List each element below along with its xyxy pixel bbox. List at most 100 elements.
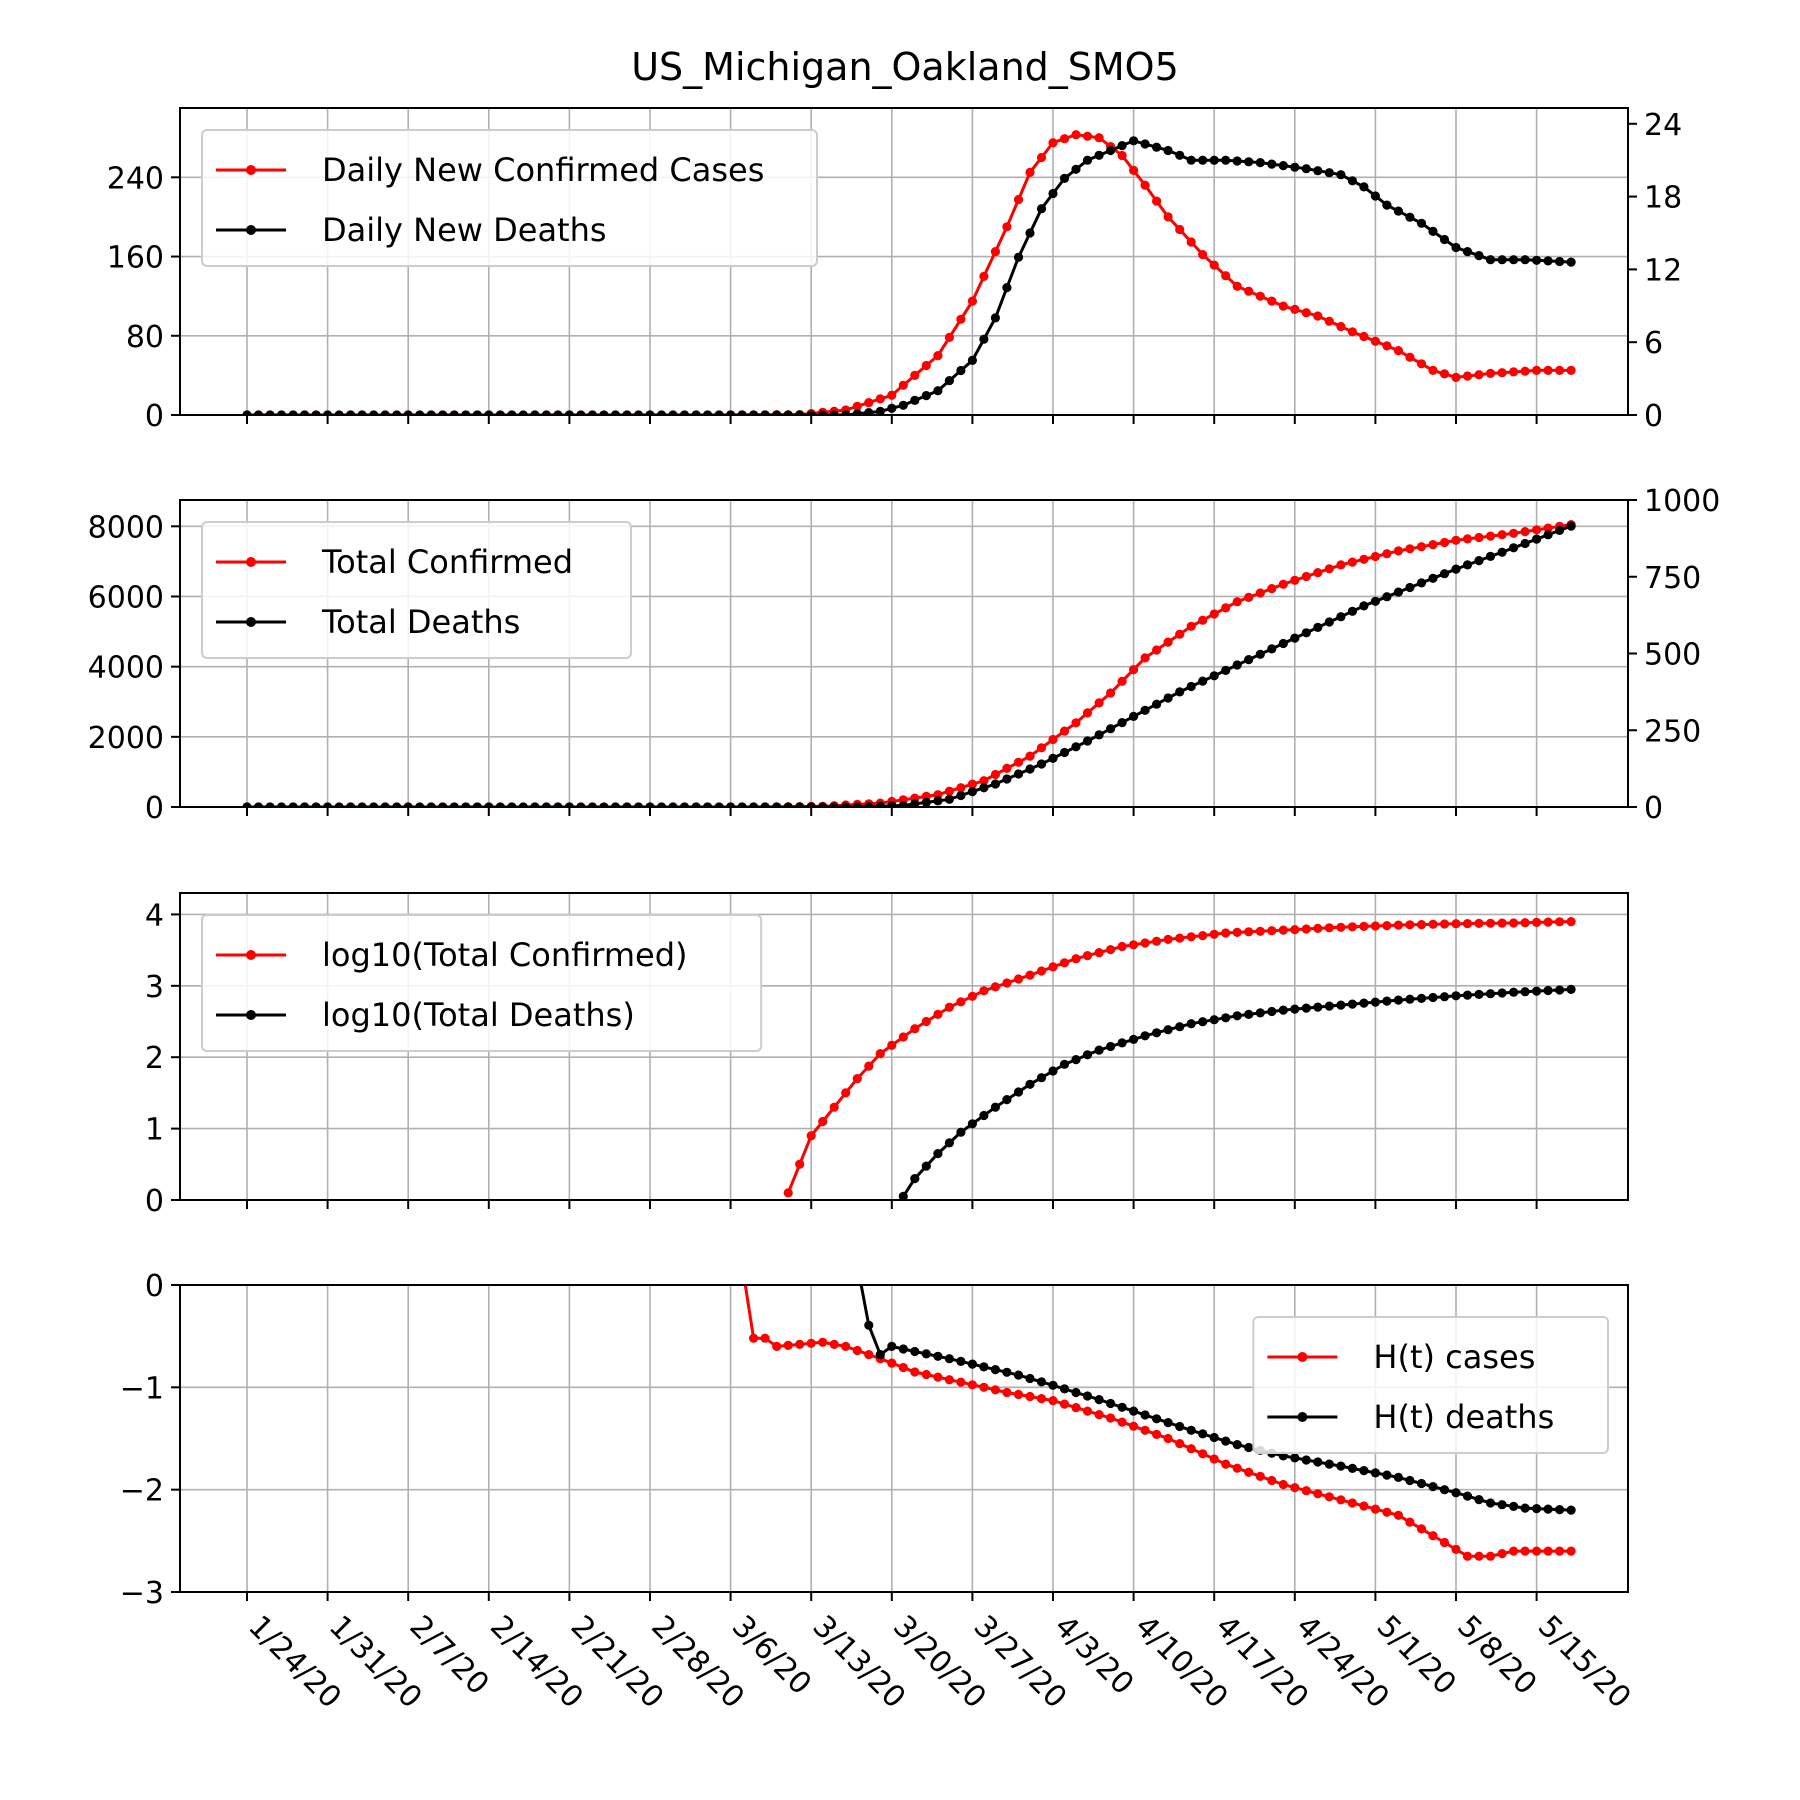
data-point — [1036, 1073, 1047, 1083]
data-point — [1186, 932, 1196, 942]
data-point — [1140, 1410, 1150, 1420]
data-point — [806, 1131, 816, 1141]
data-point — [1094, 133, 1104, 143]
data-point — [979, 1110, 989, 1121]
data-point — [1532, 525, 1542, 535]
data-point — [1082, 1391, 1093, 1401]
data-point — [1175, 687, 1185, 697]
data-point — [1278, 1479, 1288, 1490]
data-point — [783, 410, 793, 415]
data-point — [1532, 986, 1542, 996]
data-point — [898, 1032, 908, 1042]
legend-box — [201, 521, 632, 659]
data-point — [1198, 155, 1208, 165]
data-point — [1209, 1015, 1219, 1025]
data-point — [1290, 162, 1300, 172]
data-point — [1428, 573, 1438, 583]
data-point — [1002, 1387, 1012, 1398]
data-point — [541, 410, 551, 415]
data-point — [1428, 540, 1438, 550]
data-point — [1393, 546, 1403, 556]
data-point — [1416, 218, 1427, 228]
y-right-tick-label: 250 — [1644, 714, 1701, 749]
data-point — [944, 1354, 955, 1364]
data-point — [1036, 966, 1047, 976]
data-point — [760, 802, 770, 807]
y-left-tick-label: 4 — [145, 898, 164, 933]
data-point — [530, 410, 540, 415]
data-point — [1117, 1038, 1127, 1048]
data-point — [990, 1102, 1001, 1112]
data-point — [334, 410, 344, 415]
data-point — [1129, 940, 1139, 950]
data-point — [1336, 922, 1346, 932]
legend-entry: Total Deaths — [321, 603, 520, 641]
data-point — [380, 802, 390, 807]
data-point — [610, 410, 621, 415]
data-point — [1013, 1389, 1024, 1400]
data-point — [1129, 1421, 1139, 1431]
data-point — [944, 786, 955, 796]
data-point — [1025, 1391, 1035, 1402]
data-point — [1416, 1478, 1427, 1489]
data-point — [1313, 166, 1323, 176]
data-point — [956, 1127, 966, 1137]
data-point — [1336, 1000, 1346, 1010]
data-point — [1002, 763, 1012, 774]
data-point — [564, 410, 574, 415]
data-point — [1140, 1425, 1150, 1435]
data-point — [1451, 1488, 1461, 1498]
data-point — [438, 802, 448, 807]
data-point — [1439, 569, 1450, 579]
data-point — [1497, 1500, 1507, 1510]
data-point — [1025, 1373, 1035, 1384]
data-point — [1313, 923, 1323, 934]
series-group — [743, 1260, 1576, 1561]
data-point — [1543, 523, 1553, 533]
data-point — [1393, 346, 1403, 356]
data-point — [1509, 543, 1519, 553]
data-point — [944, 794, 955, 804]
legend-swatch-marker — [246, 557, 256, 567]
data-point — [1555, 365, 1565, 375]
data-point — [1163, 1433, 1173, 1444]
data-point — [1232, 927, 1242, 938]
data-point — [852, 1345, 862, 1356]
data-point — [933, 1351, 943, 1361]
data-point — [853, 1260, 862, 1269]
x-axis-tick-labels: 1/24/201/31/202/7/202/14/202/21/202/28/2… — [241, 1609, 1637, 1716]
data-point — [1359, 921, 1369, 932]
data-point — [956, 997, 966, 1007]
data-point — [1359, 554, 1369, 564]
data-point — [875, 801, 885, 807]
data-point — [1382, 921, 1392, 931]
data-point — [1267, 1475, 1277, 1486]
data-point — [1336, 612, 1346, 622]
data-point — [1267, 584, 1277, 594]
data-point — [1209, 260, 1219, 270]
data-point — [1336, 1495, 1346, 1505]
data-point — [1013, 974, 1024, 984]
legend-box — [201, 914, 763, 1052]
data-point — [415, 410, 425, 415]
data-point — [806, 410, 816, 415]
data-point — [599, 802, 609, 807]
data-point — [1485, 1498, 1496, 1508]
data-point — [1140, 938, 1150, 948]
legend-entry: H(t) cases — [1373, 1338, 1535, 1376]
data-point — [1347, 176, 1357, 186]
data-point — [772, 410, 782, 415]
data-point — [553, 802, 563, 807]
data-point — [979, 986, 989, 996]
data-point — [1106, 145, 1116, 156]
data-point — [1428, 226, 1438, 236]
data-point — [1175, 1022, 1185, 1032]
data-point — [1002, 222, 1012, 232]
data-point — [944, 376, 955, 386]
data-point — [1324, 1492, 1334, 1502]
data-point — [1152, 142, 1162, 152]
data-point — [1382, 996, 1392, 1006]
data-point — [1129, 665, 1139, 675]
data-point — [979, 776, 989, 786]
